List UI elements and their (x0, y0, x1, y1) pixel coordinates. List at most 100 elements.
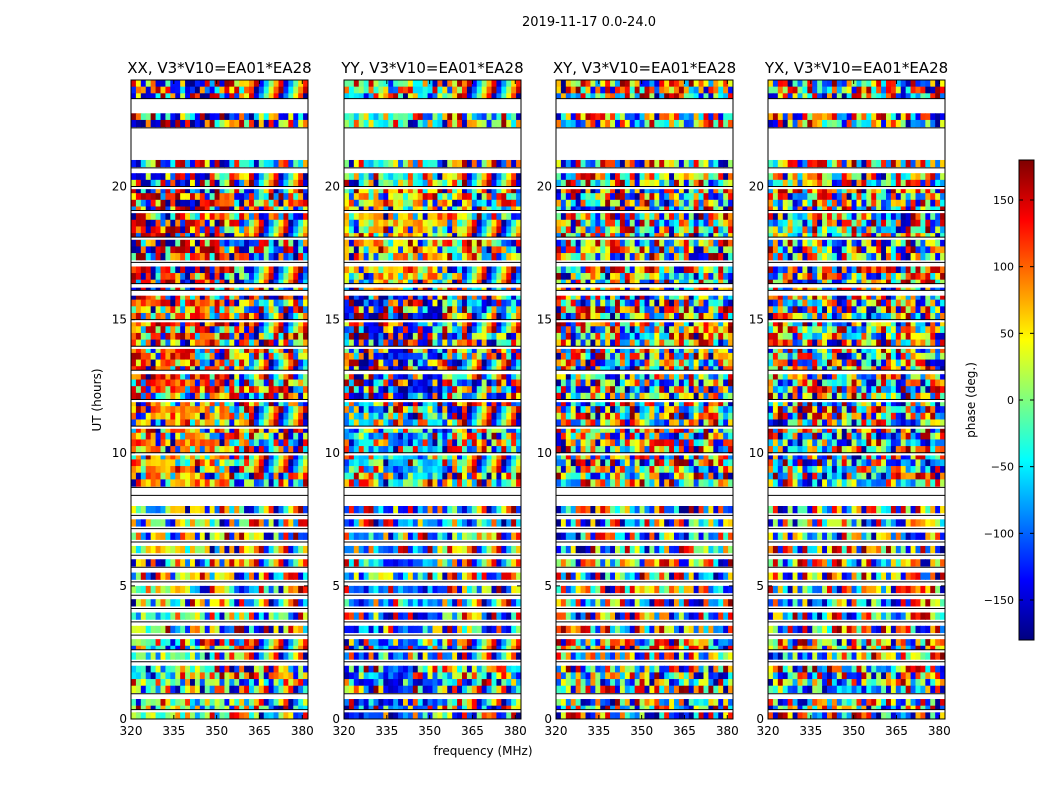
flagged-gap (768, 528, 945, 531)
flagged-gap (768, 621, 945, 624)
x-tick-label: 365 (248, 724, 271, 738)
flagged-gap (344, 487, 521, 491)
flagged-gap (131, 127, 308, 160)
flagged-gap (131, 649, 308, 653)
y-tick-label: 5 (119, 579, 127, 593)
flagged-gap (768, 595, 945, 597)
flagged-gap (131, 370, 308, 375)
y-tick-label: 10 (325, 446, 340, 460)
flagged-gap (768, 649, 945, 653)
flagged-gap (344, 661, 521, 665)
x-tick-label: 365 (461, 724, 484, 738)
flagged-gap (768, 283, 945, 288)
flagged-gap (768, 709, 945, 713)
phase-waterfall (131, 80, 308, 719)
flagged-gap (768, 210, 945, 214)
colorbar-tick-label: −150 (984, 594, 1014, 607)
flagged-gap (344, 370, 521, 375)
panel-title: XY, V3*V10=EA01*EA28 (553, 59, 736, 77)
colorbar-tick-label: 100 (993, 261, 1014, 274)
flagged-gap (131, 709, 308, 713)
flagged-gap (768, 370, 945, 375)
flagged-gap (768, 186, 945, 190)
flagged-gap (344, 515, 521, 517)
y-tick-label: 20 (749, 180, 764, 194)
flagged-gap (556, 649, 733, 653)
flagged-gap (556, 290, 733, 296)
x-tick-label: 350 (205, 724, 228, 738)
flagged-gap (556, 370, 733, 375)
flagged-gap (768, 346, 945, 349)
flagged-gap (344, 528, 521, 531)
panel-frame (555, 79, 734, 720)
flagged-gap (344, 283, 521, 288)
phase-waterfall (768, 80, 945, 719)
flagged-gap (768, 237, 945, 240)
flagged-gap (556, 661, 733, 665)
flagged-gap (344, 127, 521, 160)
x-tick-label: 380 (928, 724, 951, 738)
flagged-gap (768, 290, 945, 296)
y-tick-label: 5 (544, 579, 552, 593)
flagged-gap (556, 186, 733, 190)
y-tick-label: 0 (332, 712, 340, 726)
flagged-gap (344, 399, 521, 403)
flagged-gap (556, 167, 733, 172)
flagged-gap (344, 693, 521, 697)
flagged-gap (131, 608, 308, 611)
y-tick-label: 15 (749, 313, 764, 327)
figure-title: 2019-11-17 0.0-24.0 (522, 15, 656, 30)
y-tick-label: 15 (537, 313, 552, 327)
flagged-gap (131, 595, 308, 597)
y-axis-label: UT (hours) (90, 368, 104, 431)
colorbar-tick-label: 150 (993, 194, 1014, 207)
flagged-gap (131, 555, 308, 557)
flagged-gap (556, 541, 733, 544)
flagged-gap (556, 693, 733, 697)
flagged-gap (131, 528, 308, 531)
flagged-gap (344, 709, 521, 713)
colorbar-label: phase (deg.) (964, 362, 978, 438)
flagged-gap (131, 581, 308, 584)
x-tick-label: 320 (545, 724, 568, 738)
flagged-gap (131, 319, 308, 323)
colorbar-tick-label: −100 (984, 527, 1014, 540)
flagged-gap (556, 319, 733, 323)
flagged-gap (556, 515, 733, 517)
flagged-gap (556, 487, 733, 491)
flagged-gap (344, 495, 521, 506)
flagged-gap (344, 555, 521, 557)
flagged-gap (556, 283, 733, 288)
flagged-gap (768, 452, 945, 456)
flagged-gap (131, 635, 308, 637)
y-tick-label: 20 (325, 180, 340, 194)
flagged-gap (344, 98, 521, 112)
flagged-gap (344, 210, 521, 214)
y-tick-label: 0 (544, 712, 552, 726)
panel-frame (343, 79, 522, 720)
phase-waterfall (556, 80, 733, 719)
flagged-gap (131, 283, 308, 288)
y-tick-label: 10 (537, 446, 552, 460)
x-tick-label: 335 (375, 724, 398, 738)
panel-4: YX, V3*V10=EA01*EA28 320 335 350 365 380 0 5 10 1… (749, 59, 951, 738)
flagged-gap (768, 541, 945, 544)
flagged-gap (556, 426, 733, 429)
flagged-gap (344, 595, 521, 597)
panels-group: XX, V3*V10=EA01*EA28 320 335 350 365 380 0 5 10 1… (112, 59, 951, 738)
y-tick-label: 20 (112, 180, 127, 194)
flagged-gap (768, 608, 945, 611)
flagged-gap (556, 567, 733, 570)
flagged-gap (768, 515, 945, 517)
flagged-gap (131, 452, 308, 456)
y-tick-label: 0 (756, 712, 764, 726)
colorbar-tick-label: 0 (1007, 394, 1014, 407)
x-tick-label: 350 (842, 724, 865, 738)
flagged-gap (768, 581, 945, 584)
panel-frame (767, 79, 946, 720)
flagged-gap (556, 528, 733, 531)
flagged-gap (131, 237, 308, 240)
x-tick-label: 335 (587, 724, 610, 738)
y-tick-label: 15 (325, 313, 340, 327)
